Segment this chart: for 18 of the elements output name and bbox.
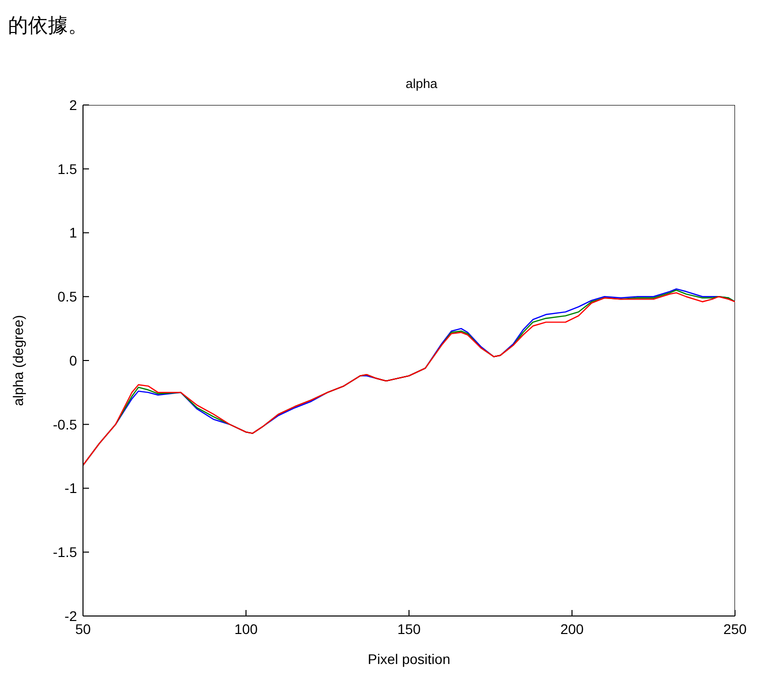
x-tick-label: 150: [397, 620, 421, 637]
x-tick-label: 100: [234, 620, 258, 637]
x-tick-label: 200: [560, 620, 584, 637]
y-tick-label: 1.5: [58, 160, 78, 177]
x-axis-title: Pixel position: [368, 651, 450, 667]
y-tick-label: 0: [69, 352, 78, 368]
y-tick-label: 1: [69, 224, 78, 241]
x-tick-label: 250: [723, 620, 747, 637]
y-tick-label: 0.5: [58, 288, 78, 305]
y-axis-title: alpha (degree): [10, 314, 26, 406]
chart-title: alpha: [406, 76, 438, 91]
y-tick-label: 2: [69, 96, 78, 113]
x-tick-label: 50: [75, 620, 91, 637]
text: 的依據。: [8, 12, 88, 39]
y-tick-label: -1: [64, 480, 78, 496]
y-tick-label: -0.5: [52, 416, 78, 432]
y-tick-label: -1.5: [52, 544, 78, 560]
y-tick-label: -2: [64, 608, 78, 624]
